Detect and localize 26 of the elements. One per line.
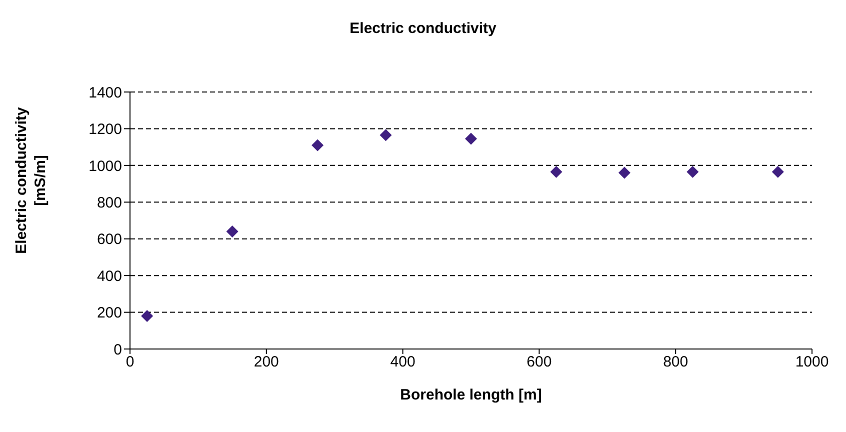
point: [772, 166, 784, 178]
x-axis-title: Borehole length [m]: [400, 386, 542, 404]
y-tick-label: 400: [96, 268, 122, 285]
y-tick-label: 200: [96, 304, 122, 322]
y-tick-label: 1400: [88, 84, 122, 102]
point: [380, 129, 392, 142]
y-tick-label: 1000: [88, 158, 122, 175]
y-tick-label: 1200: [88, 121, 122, 138]
point: [618, 166, 630, 179]
x-tick-label: 0: [126, 354, 134, 371]
y-tick-label: 800: [96, 194, 122, 212]
point: [312, 139, 324, 152]
y-tick-label: 600: [96, 231, 122, 248]
y-tick-label: 0: [114, 341, 122, 358]
x-tick-label: 600: [526, 354, 552, 371]
point: [550, 166, 562, 178]
point: [226, 226, 238, 238]
x-tick-label: 200: [254, 354, 279, 371]
x-tick-label: 800: [663, 354, 688, 371]
y-axis-title: Electric conductivity [mS/m]: [13, 106, 49, 254]
chart-title: Electric conductivity: [348, 20, 498, 37]
point: [465, 132, 477, 145]
point: [141, 310, 154, 322]
x-tick-label: 400: [390, 354, 416, 371]
point: [686, 166, 699, 178]
x-tick-label: 1000: [795, 354, 829, 371]
